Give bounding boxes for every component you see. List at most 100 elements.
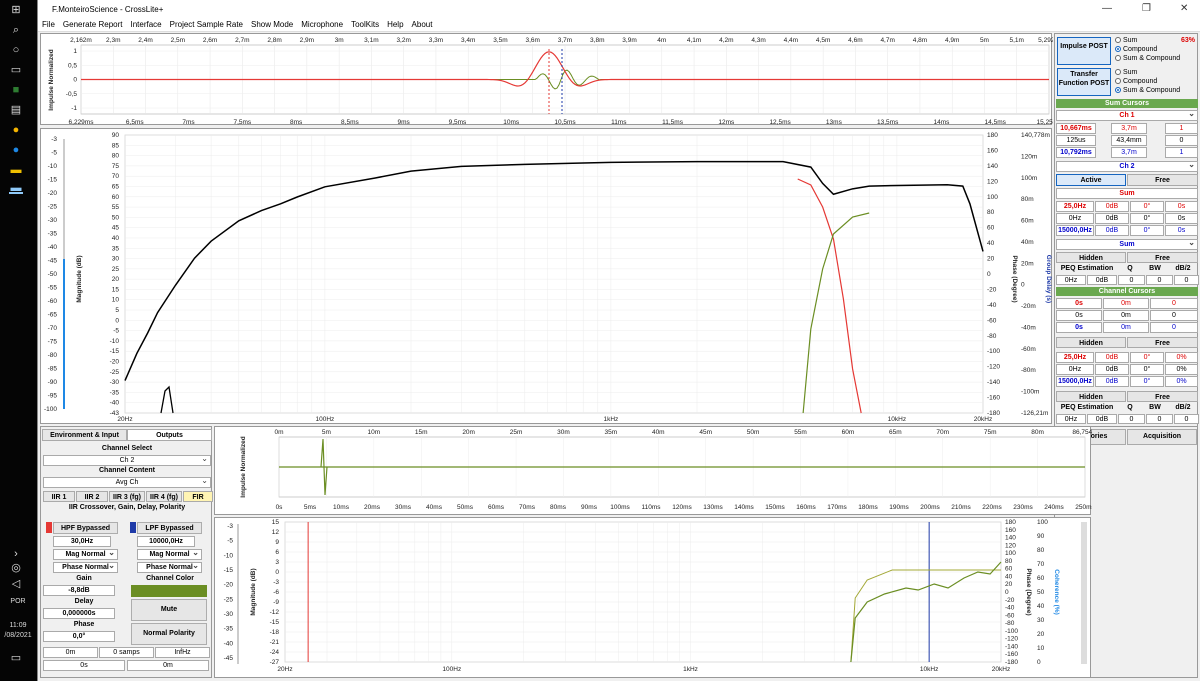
sum-select[interactable]: Sum: [1056, 238, 1198, 250]
sum-cursor-s2-1[interactable]: 0dB: [1095, 213, 1129, 224]
impulse-bottom-chart[interactable]: 0m 5m 10m 15m 20m 25m 30m 35m 40m 45m 50m 55m 60m 65m…: [214, 426, 1098, 515]
sum-cursor-r3-time[interactable]: 10,792ms: [1056, 147, 1096, 158]
peq-estimation-2-value-0[interactable]: 0Hz: [1056, 414, 1086, 424]
folder-icon[interactable]: ▬: [10, 164, 22, 176]
channel-cursor-d3-1[interactable]: 0dB: [1095, 376, 1129, 387]
peq-estimation-2-value-2[interactable]: 0: [1118, 414, 1145, 424]
channel-cursor-c3-1[interactable]: 0m: [1103, 322, 1149, 333]
channel-cursor-d2-1[interactable]: 0dB: [1095, 364, 1129, 375]
iir-tab-3[interactable]: IIR 4 (fg): [146, 491, 182, 502]
magnitude-chart[interactable]: -3 -5 -10 -15 -20 -25 -30 -35 -40 -45 -50 -55 -60 -65…: [40, 128, 1052, 424]
gain-field[interactable]: -8,8dB: [43, 585, 115, 596]
peq-estimation-1-value-2[interactable]: 0: [1118, 275, 1145, 285]
peq-estimation-1-value-4[interactable]: 0: [1174, 275, 1199, 285]
menu-generate-report[interactable]: Generate Report: [62, 20, 123, 29]
minimize-icon[interactable]: —: [1102, 3, 1112, 14]
peq-estimation-1-value-1[interactable]: 0dB: [1087, 275, 1117, 285]
active-tab[interactable]: Active: [1056, 174, 1126, 186]
channel-cursor-c2-0[interactable]: 0s: [1056, 310, 1102, 321]
sum-cursor-s3-3[interactable]: 0s: [1165, 225, 1198, 236]
channel-cursor-d1-2[interactable]: 0°: [1130, 352, 1164, 363]
clock-time[interactable]: 11:09: [9, 622, 27, 629]
menu-microphone[interactable]: Microphone: [301, 20, 344, 29]
sum-cursor-s2-3[interactable]: 0s: [1165, 213, 1198, 224]
normal-polarity-button[interactable]: Normal Polarity: [131, 623, 207, 645]
sum-cursor-r3-dist[interactable]: 3,7m: [1111, 147, 1147, 158]
channel-cursor-d3-2[interactable]: 0°: [1130, 376, 1164, 387]
iir-tab-1[interactable]: IIR 2: [76, 491, 108, 502]
menu-help[interactable]: Help: [387, 20, 404, 29]
search-icon[interactable]: ⌕: [12, 24, 20, 36]
windows-start-icon[interactable]: ⊞: [11, 4, 21, 16]
channel-cursor-c1-2[interactable]: 0: [1150, 298, 1198, 309]
hpf-frequency-field[interactable]: 30,0Hz: [53, 536, 111, 547]
lpf-frequency-field[interactable]: 10000,0Hz: [137, 536, 195, 547]
menu-file[interactable]: File: [42, 20, 55, 29]
iir-tab-2[interactable]: IIR 3 (fg): [109, 491, 145, 502]
notification-icon[interactable]: ▭: [10, 652, 22, 664]
free-tab[interactable]: Free: [1127, 174, 1198, 186]
menu-toolkits[interactable]: ToolKits: [351, 20, 380, 29]
sum-cursor-r3-val[interactable]: 1: [1165, 147, 1198, 158]
channel-content-dropdown[interactable]: Avg Ch: [43, 476, 211, 488]
sum-cursor-s2-2[interactable]: 0°: [1130, 213, 1164, 224]
peq-estimation-2-value-3[interactable]: 0: [1146, 414, 1173, 424]
hpf-phase-select[interactable]: Phase Normal: [53, 561, 118, 573]
impulse-radio-compound[interactable]: Compound: [1115, 46, 1157, 53]
volume-icon[interactable]: ◁: [11, 578, 21, 590]
phase-field[interactable]: 0,0°: [43, 631, 115, 642]
channel-cursor-d2-0[interactable]: 0Hz: [1056, 364, 1094, 375]
lpf-bypassed-button[interactable]: LPF Bypassed: [137, 522, 202, 534]
menu-project-sample-rate[interactable]: Project Sample Rate: [169, 20, 243, 29]
mute-button[interactable]: Mute: [131, 599, 207, 621]
channel-cursor-c3-2[interactable]: 0: [1150, 322, 1198, 333]
sum-cursor-s3-0[interactable]: 15000,0Hz: [1056, 225, 1094, 236]
peq-estimation-1-value-0[interactable]: 0Hz: [1056, 275, 1086, 285]
lpf-mag-select[interactable]: Mag Normal: [137, 548, 202, 560]
chevron-up-icon[interactable]: ›: [14, 548, 18, 560]
impulse-radio-sum-compound[interactable]: Sum & Compound: [1115, 55, 1180, 62]
impulse-post-button[interactable]: Impulse POST: [1057, 37, 1111, 65]
sum-cursor-r1-val[interactable]: 1: [1165, 123, 1198, 134]
acquisition-tab[interactable]: Acquisition: [1127, 429, 1197, 445]
impulse-radio-sum[interactable]: Sum: [1115, 37, 1137, 44]
close-icon[interactable]: ✕: [1180, 3, 1189, 14]
crosslite-taskbar-icon[interactable]: ▬: [9, 182, 23, 194]
bottom-magnitude-chart[interactable]: -3 -5 -10 -15 -20 -25 -30 -35 -40 -45 15 12 9 6 3 0 -3 -6…: [214, 517, 1091, 678]
delay-field[interactable]: 0,000000s: [43, 608, 115, 619]
channel-select-dropdown[interactable]: Ch 2: [43, 454, 211, 466]
sum-cursor-r1-dist[interactable]: 3,7m: [1111, 123, 1147, 134]
peq-estimation-2-value-1[interactable]: 0dB: [1087, 414, 1117, 424]
channel-cursor-d3-3[interactable]: 0%: [1165, 376, 1198, 387]
sum-cursor-s1-2[interactable]: 0°: [1130, 201, 1164, 212]
sum-cursor-s1-0[interactable]: 25,0Hz: [1056, 201, 1094, 212]
environment-input-tab[interactable]: Environment & Input: [42, 429, 127, 441]
free-tab-4[interactable]: Free: [1127, 391, 1198, 402]
hpf-bypassed-button[interactable]: HPF Bypassed: [53, 522, 118, 534]
hidden-tab-3[interactable]: Hidden: [1056, 391, 1126, 402]
sum-cursor-s1-3[interactable]: 0s: [1165, 201, 1198, 212]
free-tab-3[interactable]: Free: [1127, 337, 1198, 348]
language-indicator[interactable]: POR: [10, 598, 26, 605]
channel-cursor-d1-0[interactable]: 25,0Hz: [1056, 352, 1094, 363]
channel-cursor-d2-2[interactable]: 0°: [1130, 364, 1164, 375]
hidden-tab-1[interactable]: Hidden: [1056, 252, 1126, 263]
channel-cursor-c1-1[interactable]: 0m: [1103, 298, 1149, 309]
hpf-mag-select[interactable]: Mag Normal: [53, 548, 118, 560]
tf-radio-sum[interactable]: Sum: [1115, 69, 1137, 76]
iir-tab-4[interactable]: FIR: [183, 491, 213, 502]
sum-cursor-r1-time[interactable]: 10,667ms: [1056, 123, 1096, 134]
channel-cursor-c3-0[interactable]: 0s: [1056, 322, 1102, 333]
sum-cursor-s2-0[interactable]: 0Hz: [1056, 213, 1094, 224]
channel-cursor-d3-0[interactable]: 15000,0Hz: [1056, 376, 1094, 387]
cortana-icon[interactable]: ○: [12, 44, 20, 56]
clock-date[interactable]: /08/2021: [4, 632, 32, 639]
outputs-tab[interactable]: Outputs: [127, 429, 212, 441]
ch2-select[interactable]: Ch 2: [1056, 160, 1198, 172]
peq-estimation-2-value-4[interactable]: 0: [1174, 414, 1199, 424]
vertical-scrollbar[interactable]: [1081, 522, 1087, 664]
sum-cursor-s1-1[interactable]: 0dB: [1095, 201, 1129, 212]
tf-radio-compound[interactable]: Compound: [1115, 78, 1157, 85]
menu-interface[interactable]: Interface: [130, 20, 162, 29]
app-doc-icon[interactable]: ▤: [10, 104, 22, 116]
